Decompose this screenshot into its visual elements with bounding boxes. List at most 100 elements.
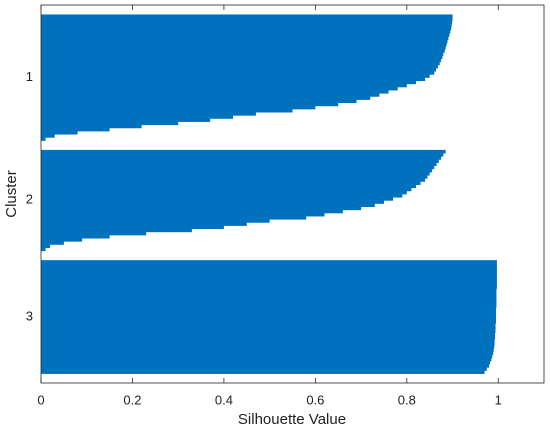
bar bbox=[41, 272, 497, 277]
bar bbox=[41, 42, 447, 47]
bar bbox=[41, 241, 64, 245]
bar bbox=[41, 58, 442, 63]
bar bbox=[41, 99, 357, 104]
bar bbox=[41, 93, 380, 97]
bar bbox=[41, 288, 497, 293]
bar bbox=[41, 77, 426, 81]
bar bbox=[41, 36, 449, 41]
bar bbox=[41, 156, 442, 160]
x-axis-label: Silhouette Value bbox=[238, 411, 346, 428]
bar bbox=[41, 329, 496, 333]
bar bbox=[41, 52, 444, 56]
bar bbox=[41, 121, 179, 126]
bar bbox=[41, 275, 497, 280]
bar bbox=[41, 342, 495, 346]
bar bbox=[41, 326, 496, 330]
bar bbox=[41, 187, 412, 192]
bar bbox=[41, 360, 491, 365]
bar bbox=[41, 71, 435, 75]
bar bbox=[41, 335, 496, 340]
bar bbox=[41, 184, 416, 189]
bar bbox=[41, 124, 142, 129]
bar bbox=[41, 367, 487, 371]
bar bbox=[41, 266, 497, 270]
bar bbox=[41, 23, 452, 28]
x-tick-label: 1 bbox=[495, 392, 502, 407]
bar bbox=[41, 30, 451, 34]
bar bbox=[41, 291, 497, 296]
bar bbox=[41, 348, 494, 352]
bar bbox=[41, 149, 446, 154]
x-tick-label: 0 bbox=[37, 392, 44, 407]
bar bbox=[41, 316, 496, 321]
bar bbox=[41, 320, 496, 324]
bar bbox=[41, 294, 497, 299]
bar bbox=[41, 247, 46, 252]
bar bbox=[41, 323, 496, 327]
bar bbox=[41, 86, 398, 91]
bar bbox=[41, 118, 211, 122]
bar bbox=[41, 96, 371, 100]
y-axis-label: Cluster bbox=[3, 170, 20, 218]
y-tick-label: 3 bbox=[26, 308, 33, 323]
bar bbox=[41, 171, 430, 176]
bar bbox=[41, 203, 375, 207]
bar bbox=[41, 269, 497, 274]
bar bbox=[41, 200, 384, 204]
bar bbox=[41, 80, 416, 85]
bar bbox=[41, 14, 453, 18]
bar bbox=[41, 90, 389, 94]
bar bbox=[41, 178, 426, 182]
bar bbox=[41, 228, 192, 233]
bar bbox=[41, 313, 496, 318]
bar bbox=[41, 304, 497, 308]
bar bbox=[41, 370, 485, 374]
bar bbox=[41, 127, 110, 132]
bar bbox=[41, 285, 497, 289]
bar bbox=[41, 234, 110, 239]
bar bbox=[41, 33, 450, 37]
bar bbox=[41, 345, 495, 349]
bar bbox=[41, 216, 307, 220]
x-tick-label: 0.2 bbox=[123, 392, 141, 407]
bar bbox=[41, 209, 343, 214]
bar bbox=[41, 279, 497, 283]
bar bbox=[41, 364, 490, 368]
bar bbox=[41, 74, 430, 78]
bar bbox=[41, 212, 325, 217]
bar bbox=[41, 338, 495, 343]
plot-frame bbox=[40, 4, 545, 384]
bar bbox=[41, 244, 51, 248]
bar bbox=[41, 115, 234, 119]
bar bbox=[41, 45, 446, 50]
bar bbox=[41, 61, 440, 66]
bar bbox=[41, 282, 497, 286]
bar bbox=[41, 83, 407, 88]
bar bbox=[41, 27, 452, 31]
bar bbox=[41, 357, 492, 362]
bar bbox=[41, 197, 394, 201]
y-tick-label: 2 bbox=[26, 192, 33, 207]
bar bbox=[41, 49, 445, 53]
bar bbox=[41, 153, 444, 157]
bar bbox=[41, 108, 293, 113]
bar bbox=[41, 260, 497, 264]
bar bbox=[41, 112, 256, 116]
bar bbox=[41, 297, 497, 302]
bar bbox=[41, 134, 55, 138]
bar bbox=[41, 175, 428, 179]
bar bbox=[41, 190, 407, 195]
bar bbox=[41, 206, 362, 211]
bar bbox=[41, 307, 496, 311]
bar bbox=[41, 301, 497, 305]
bar bbox=[41, 194, 403, 198]
bar bbox=[41, 105, 316, 110]
bar bbox=[41, 102, 339, 107]
bar bbox=[41, 137, 46, 141]
bar bbox=[41, 231, 147, 236]
bar bbox=[41, 64, 438, 69]
bar bbox=[41, 20, 453, 25]
bar bbox=[41, 181, 421, 185]
bar bbox=[41, 162, 437, 167]
